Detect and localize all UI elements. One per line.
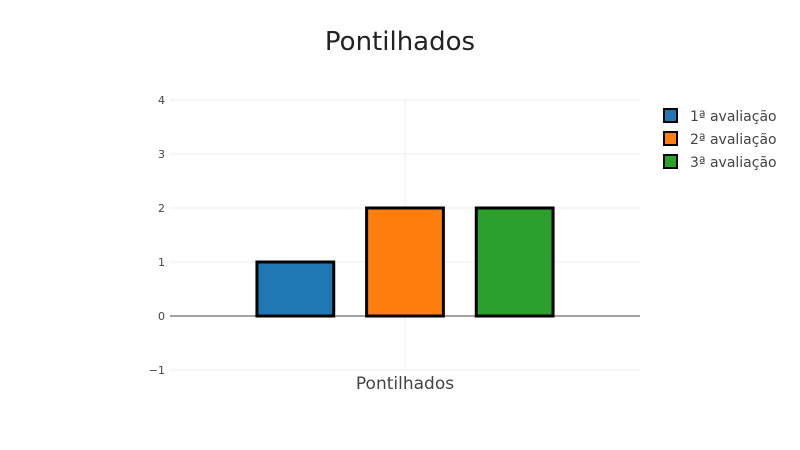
bar-series-2[interactable] bbox=[365, 206, 445, 318]
legend-swatch bbox=[663, 154, 678, 169]
bar-series-1[interactable] bbox=[255, 260, 336, 318]
y-tick-label: −1 bbox=[149, 364, 165, 377]
legend[interactable]: 1ª avaliação 2ª avaliação 3ª avaliação bbox=[663, 108, 777, 171]
chart-title: Pontilhados bbox=[325, 27, 475, 57]
legend-label: 3ª avaliação bbox=[690, 155, 777, 171]
y-tick-label: 0 bbox=[158, 310, 165, 323]
legend-swatch bbox=[663, 131, 678, 146]
legend-item[interactable]: 1ª avaliação bbox=[663, 108, 777, 125]
legend-swatch bbox=[663, 108, 678, 123]
legend-item[interactable]: 2ª avaliação bbox=[663, 131, 777, 148]
y-tick-label: 2 bbox=[158, 202, 165, 215]
legend-label: 1ª avaliação bbox=[690, 109, 777, 125]
legend-item[interactable]: 3ª avaliação bbox=[663, 154, 777, 171]
bar-series-3[interactable] bbox=[474, 206, 555, 318]
x-axis-categories: Pontilhados bbox=[356, 374, 454, 394]
bars bbox=[255, 206, 555, 318]
y-tick-label: 1 bbox=[158, 256, 165, 269]
y-tick-label: 3 bbox=[158, 148, 165, 161]
legend-label: 2ª avaliação bbox=[690, 132, 777, 148]
y-axis-ticks: −1 0 1 2 3 4 bbox=[149, 94, 165, 377]
y-tick-label: 4 bbox=[158, 94, 165, 107]
x-category-label: Pontilhados bbox=[356, 374, 454, 394]
